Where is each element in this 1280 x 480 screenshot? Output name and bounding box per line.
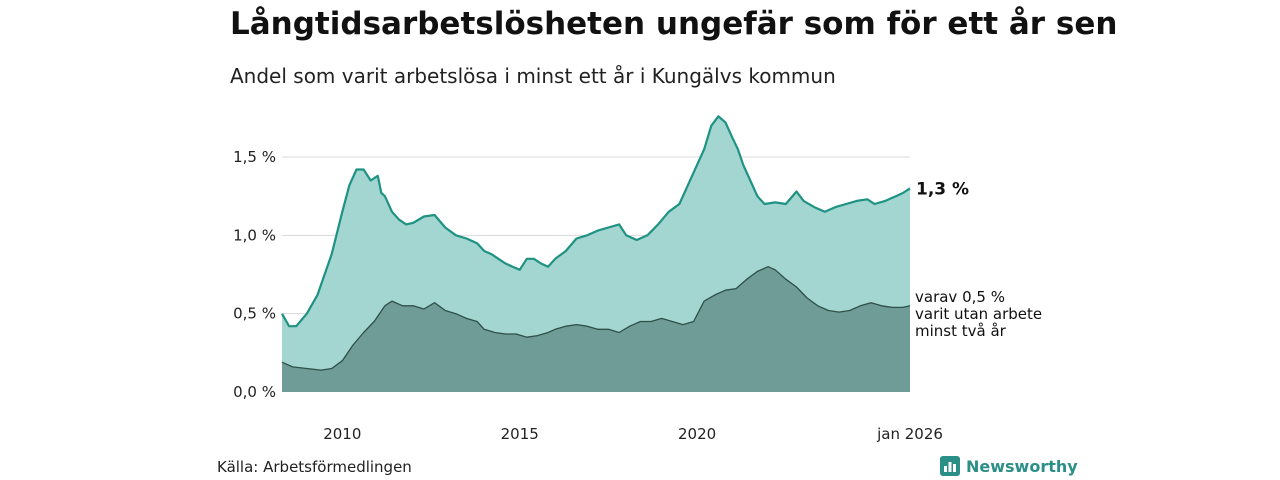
series-label-line-2: minst två år — [915, 322, 1007, 340]
end-value-label: 1,3 % — [916, 179, 969, 199]
bar-chart-icon — [940, 456, 960, 476]
y-tick-label-1: 0,5 % — [233, 305, 276, 323]
brand-logo: Newsworthy — [940, 456, 1078, 476]
chart-subtitle: Andel som varit arbetslösa i minst ett å… — [230, 64, 836, 88]
x-tick-label-3: jan 2026 — [876, 425, 943, 443]
series-0-line — [281, 115, 911, 328]
source-note: Källa: Arbetsförmedlingen — [217, 458, 412, 476]
series-1-line — [281, 266, 911, 371]
chart-title: Långtidsarbetslösheten ungefär som för e… — [230, 6, 1118, 42]
tick-layer: 0,0 % 0,5 % 1,0 % 1,5 % 2010 2015 2020 jan 2026 — [233, 148, 943, 443]
series-label-line-0: varav 0,5 % — [915, 288, 1005, 306]
y-tick-label-0: 0,0 % — [233, 383, 276, 401]
x-tick-label-0: 2010 — [323, 425, 361, 443]
y-tick-label-2: 1,0 % — [233, 226, 276, 244]
y-tick-label-3: 1,5 % — [233, 148, 276, 166]
x-tick-label-2: 2020 — [678, 425, 716, 443]
area-layer — [281, 115, 911, 393]
series-label-line-1: varit utan arbete — [915, 305, 1042, 323]
x-tick-label-1: 2015 — [501, 425, 539, 443]
brand-name: Newsworthy — [966, 456, 1078, 476]
